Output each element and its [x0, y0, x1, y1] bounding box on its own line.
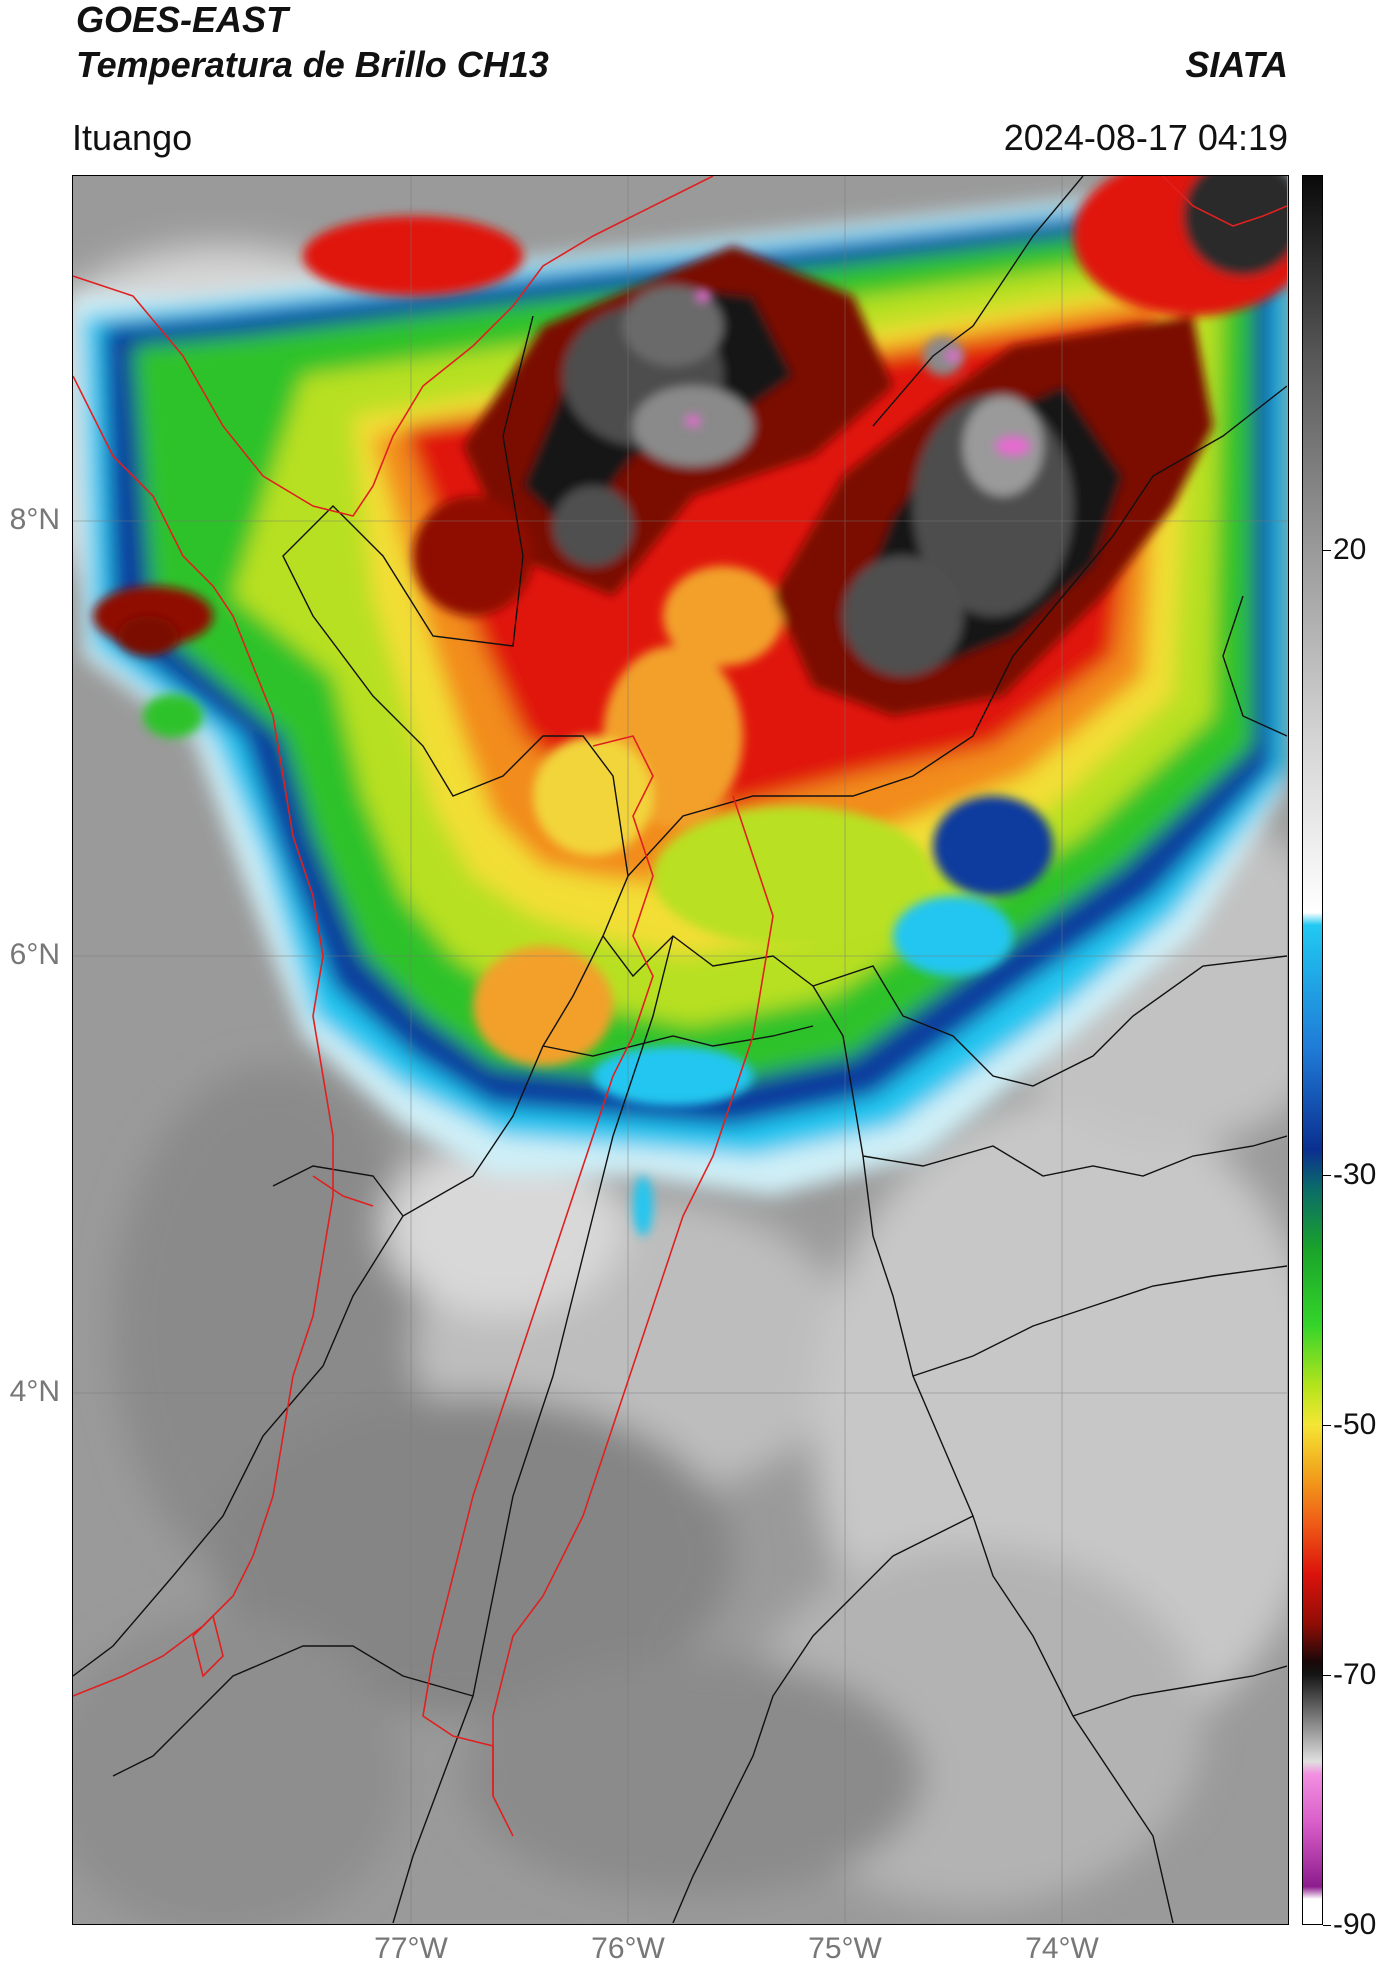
lon-label-77w: 77°W	[374, 1932, 448, 1965]
lon-label-74w: 74°W	[1025, 1932, 1099, 1965]
brightness-temperature-map[interactable]	[73, 176, 1287, 1923]
lat-label-8n: 8°N	[9, 503, 60, 536]
department-boundaries	[73, 176, 1287, 1923]
colorbar-tick	[1323, 1925, 1331, 1926]
station-label: Ituango	[72, 117, 193, 158]
graticule	[73, 176, 1287, 1923]
timestamp-label: 2024-08-17 04:19	[1003, 117, 1288, 158]
colorbar-tick	[1323, 550, 1331, 551]
map-panel[interactable]	[72, 175, 1289, 1925]
lon-label-75w: 75°W	[808, 1932, 882, 1965]
lat-label-4n: 4°N	[9, 1375, 60, 1408]
colorbar-tick-label: -90	[1333, 1908, 1377, 1941]
national-boundaries	[73, 176, 1287, 1837]
satellite-title: GOES-EAST	[76, 0, 289, 40]
colorbar-tick	[1323, 1675, 1331, 1676]
colorbar-tick-label: -30	[1333, 1158, 1377, 1191]
colorbar-tick-label: 20	[1333, 533, 1367, 566]
product-title: Temperatura de Brillo CH13	[76, 44, 549, 85]
colorbar-tick	[1323, 1425, 1331, 1426]
colorbar-tick	[1323, 1175, 1331, 1176]
temperature-colorbar	[1302, 175, 1323, 1925]
lat-label-6n: 6°N	[9, 938, 60, 971]
colorbar-tick-label: -50	[1333, 1408, 1377, 1441]
brand-label: SIATA	[1185, 44, 1288, 85]
lon-label-76w: 76°W	[591, 1932, 665, 1965]
colorbar-tick-label: -70	[1333, 1658, 1377, 1691]
